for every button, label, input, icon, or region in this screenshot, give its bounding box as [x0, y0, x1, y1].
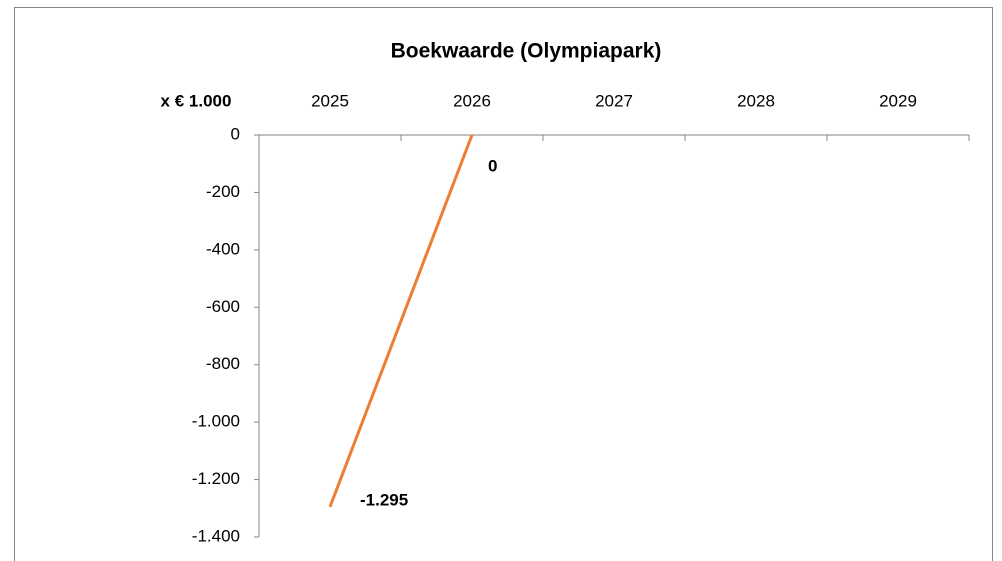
x-tick-label: 2028: [737, 91, 775, 110]
series-line: [328, 134, 474, 508]
y-tick-label: 0: [231, 124, 240, 143]
y-tick-label: -600: [206, 297, 240, 316]
y-tick-label: -200: [206, 182, 240, 201]
chart-title: Boekwaarde (Olympiapark): [391, 40, 662, 63]
y-tick-label: -800: [206, 354, 240, 373]
data-label: 0: [488, 156, 497, 175]
y-tick-label: -1.000: [192, 412, 240, 431]
chart-frame: [14, 7, 993, 561]
y-tick-label: -1.200: [192, 469, 240, 488]
x-tick-label: 2027: [595, 91, 633, 110]
data-label: -1.295: [360, 490, 408, 509]
y-tick-label: -1.400: [192, 526, 240, 545]
x-tick-label: 2025: [311, 91, 349, 110]
x-tick-label: 2029: [879, 91, 917, 110]
y-tick-label: -400: [206, 239, 240, 258]
y-axis-label: x € 1.000: [161, 91, 232, 110]
x-tick-label: 2026: [453, 91, 491, 110]
